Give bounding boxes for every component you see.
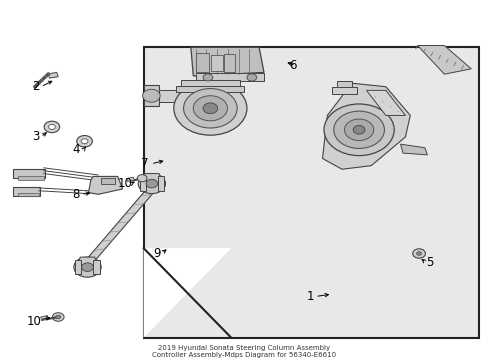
Polygon shape [152,90,185,102]
Circle shape [324,104,393,156]
Polygon shape [82,190,156,264]
Text: 8: 8 [72,188,80,201]
Circle shape [142,89,160,102]
Text: 3: 3 [32,130,40,144]
Circle shape [52,313,64,321]
Text: 6: 6 [289,59,296,72]
Circle shape [138,174,165,194]
Polygon shape [48,72,58,78]
Circle shape [344,119,373,140]
Polygon shape [336,81,351,87]
Text: 5: 5 [425,256,432,269]
Circle shape [246,74,256,81]
Bar [143,47,478,338]
Text: 4: 4 [72,143,80,156]
Polygon shape [140,176,146,191]
Circle shape [193,96,227,121]
Polygon shape [18,193,39,196]
Circle shape [146,179,158,188]
Polygon shape [143,248,231,338]
Polygon shape [93,260,100,274]
Circle shape [81,263,93,271]
Polygon shape [101,178,115,184]
Circle shape [203,74,212,81]
Circle shape [81,139,88,144]
Text: 7: 7 [141,157,148,170]
Polygon shape [18,176,43,180]
Polygon shape [75,260,81,274]
Polygon shape [88,176,122,194]
Text: 10: 10 [26,315,41,328]
Circle shape [56,315,61,319]
Circle shape [412,249,425,258]
Circle shape [352,126,364,134]
Polygon shape [322,83,409,169]
Circle shape [137,175,147,182]
Polygon shape [126,177,134,181]
Polygon shape [158,176,163,191]
Circle shape [77,135,92,147]
Polygon shape [417,45,470,74]
Circle shape [416,252,421,255]
Polygon shape [78,257,97,267]
Circle shape [173,81,246,135]
Polygon shape [195,53,209,72]
Circle shape [44,121,60,133]
Text: 10: 10 [117,177,132,190]
Circle shape [74,257,101,277]
Polygon shape [331,87,356,94]
Circle shape [333,111,384,148]
Polygon shape [176,86,244,92]
Polygon shape [400,144,427,155]
Polygon shape [366,90,405,116]
Polygon shape [142,174,161,184]
Circle shape [48,125,55,130]
Polygon shape [181,80,239,87]
Circle shape [203,103,217,114]
Circle shape [183,89,237,128]
Text: 1: 1 [306,290,313,303]
Polygon shape [224,54,234,72]
Polygon shape [211,55,222,71]
Polygon shape [190,47,264,76]
Polygon shape [13,187,40,196]
Text: 2019 Hyundai Sonata Steering Column Assembly
Controller Assembly-Mdps Diagram fo: 2019 Hyundai Sonata Steering Column Asse… [152,345,336,358]
Polygon shape [143,85,159,107]
Text: 9: 9 [153,247,160,260]
Polygon shape [13,169,44,178]
Text: 2: 2 [32,80,40,93]
Polygon shape [195,73,264,81]
Polygon shape [41,316,48,320]
